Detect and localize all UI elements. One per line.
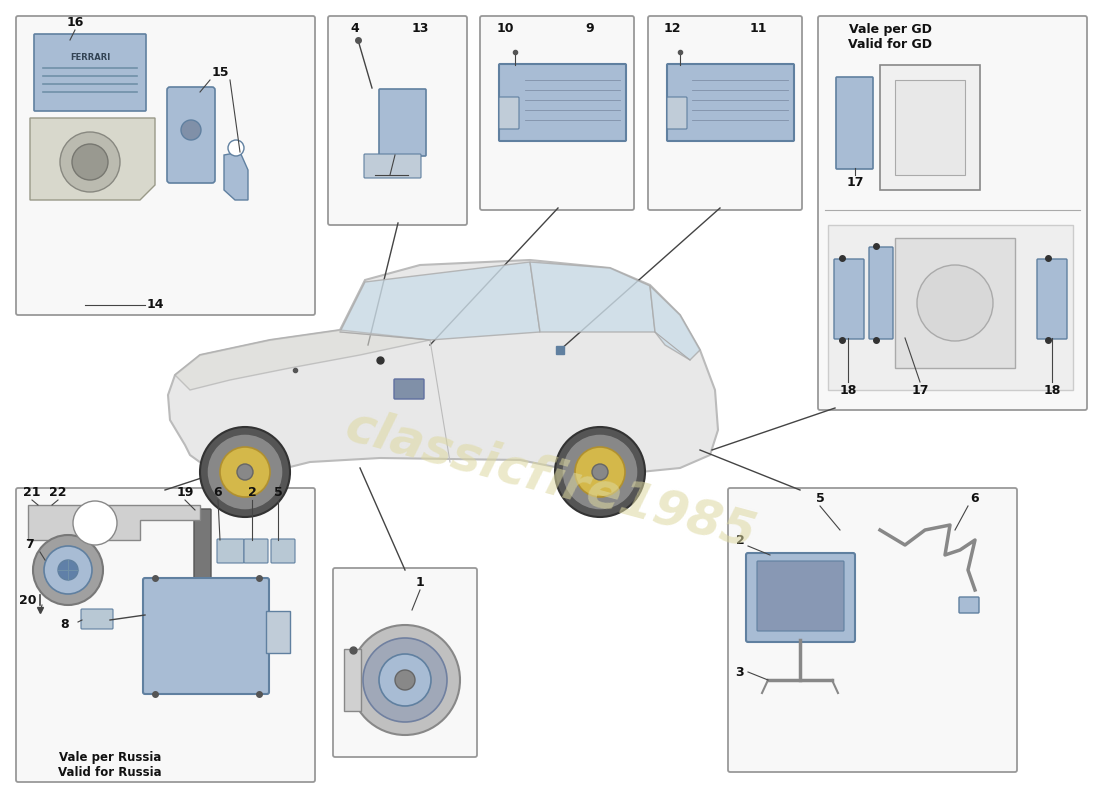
FancyBboxPatch shape [836,77,873,169]
Text: 10: 10 [496,22,514,34]
Text: 4: 4 [351,22,360,34]
Polygon shape [30,118,155,200]
Polygon shape [530,262,654,332]
Text: 21: 21 [23,486,41,499]
FancyBboxPatch shape [895,238,1015,368]
FancyBboxPatch shape [244,539,268,563]
Circle shape [60,132,120,192]
FancyBboxPatch shape [746,553,855,642]
FancyBboxPatch shape [828,225,1072,390]
Circle shape [395,670,415,690]
FancyBboxPatch shape [499,64,626,141]
FancyBboxPatch shape [379,89,426,156]
FancyBboxPatch shape [194,509,211,641]
FancyBboxPatch shape [266,611,290,653]
Text: 18: 18 [839,383,857,397]
Text: 9: 9 [585,22,594,34]
FancyBboxPatch shape [818,16,1087,410]
Polygon shape [340,262,540,340]
FancyBboxPatch shape [648,16,802,210]
FancyBboxPatch shape [834,259,864,339]
Circle shape [575,447,625,497]
Text: FERRARI: FERRARI [70,53,110,62]
Circle shape [44,546,92,594]
FancyBboxPatch shape [394,379,424,399]
Circle shape [220,447,270,497]
Text: 5: 5 [274,486,283,499]
Circle shape [33,535,103,605]
FancyBboxPatch shape [328,16,468,225]
Text: 16: 16 [66,15,84,29]
FancyBboxPatch shape [34,34,146,111]
Text: 6: 6 [213,486,222,499]
Text: 19: 19 [176,486,194,499]
FancyBboxPatch shape [667,64,794,141]
Text: Valid for GD: Valid for GD [848,38,932,51]
Text: 17: 17 [911,383,928,397]
FancyBboxPatch shape [959,597,979,613]
FancyBboxPatch shape [344,649,361,711]
Polygon shape [175,330,430,390]
Circle shape [562,434,638,510]
FancyBboxPatch shape [81,609,113,629]
Circle shape [73,501,117,545]
FancyBboxPatch shape [880,65,980,190]
Text: 18: 18 [1043,383,1060,397]
FancyBboxPatch shape [364,154,421,178]
Polygon shape [224,152,248,200]
Text: 15: 15 [211,66,229,78]
Text: 2: 2 [248,486,256,499]
Circle shape [72,144,108,180]
FancyBboxPatch shape [869,247,893,339]
Circle shape [363,638,447,722]
Text: 13: 13 [411,22,429,34]
Text: 11: 11 [749,22,767,34]
FancyBboxPatch shape [167,87,214,183]
Circle shape [58,560,78,580]
Text: 5: 5 [815,491,824,505]
FancyBboxPatch shape [16,488,315,782]
Text: 6: 6 [970,491,979,505]
Circle shape [182,120,201,140]
Circle shape [200,427,290,517]
FancyBboxPatch shape [143,578,270,694]
Text: 17: 17 [846,175,864,189]
FancyBboxPatch shape [16,16,315,315]
Polygon shape [168,260,718,475]
FancyBboxPatch shape [271,539,295,563]
FancyBboxPatch shape [895,80,965,175]
Circle shape [350,625,460,735]
FancyBboxPatch shape [480,16,634,210]
FancyBboxPatch shape [757,561,844,631]
Circle shape [207,434,283,510]
Polygon shape [650,286,700,360]
Text: 1: 1 [416,575,425,589]
Text: Vale per GD: Vale per GD [848,23,932,37]
Circle shape [917,265,993,341]
Text: 14: 14 [146,298,164,311]
Text: classicfire1985: classicfire1985 [340,402,760,558]
FancyBboxPatch shape [1037,259,1067,339]
Text: 7: 7 [25,538,34,551]
FancyBboxPatch shape [667,97,688,129]
Text: Valid for Russia: Valid for Russia [58,766,162,779]
Text: 8: 8 [60,618,69,631]
FancyBboxPatch shape [499,97,519,129]
Text: 12: 12 [663,22,681,34]
Text: 2: 2 [736,534,745,546]
Circle shape [236,464,253,480]
Text: 22: 22 [50,486,67,499]
Text: Vale per Russia: Vale per Russia [58,751,162,765]
Circle shape [228,140,244,156]
FancyBboxPatch shape [217,539,244,563]
Text: 20: 20 [20,594,36,606]
Polygon shape [28,505,200,540]
Circle shape [556,427,645,517]
FancyBboxPatch shape [333,568,477,757]
Text: 3: 3 [736,666,745,678]
FancyBboxPatch shape [728,488,1018,772]
Circle shape [592,464,608,480]
Circle shape [379,654,431,706]
